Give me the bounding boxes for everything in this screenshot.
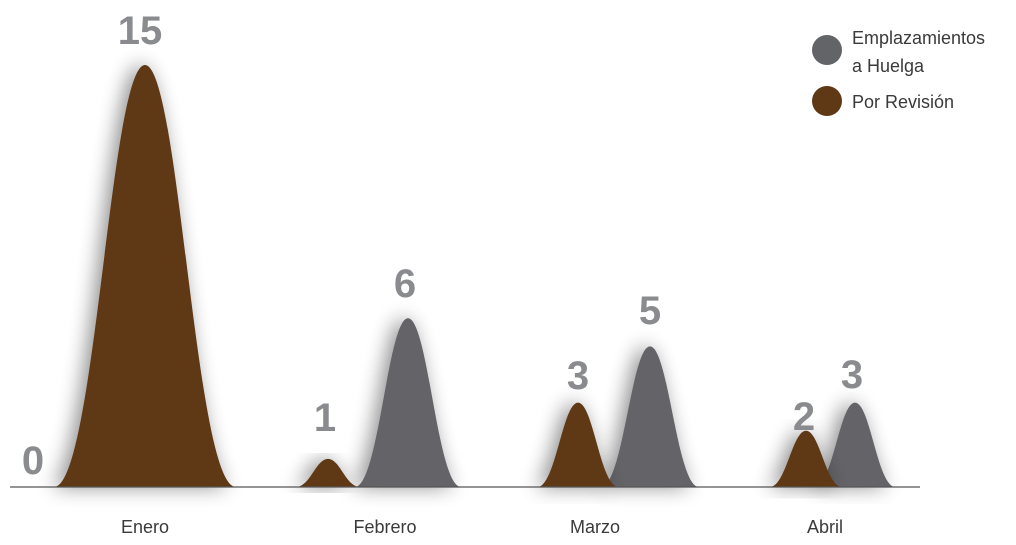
legend-swatch — [812, 35, 842, 65]
legend-label: a Huelga — [852, 56, 925, 76]
peak-emplazamientos-marzo — [601, 346, 699, 487]
data-label-emplazamientos-enero: 0 — [22, 439, 44, 483]
data-label-revision-febrero: 1 — [314, 396, 336, 440]
data-label-revision-enero: 15 — [118, 9, 163, 53]
legend-label: Por Revisión — [852, 92, 954, 112]
legend-item-emplazamientos: Emplazamientos a Huelga — [812, 28, 985, 76]
data-label-emplazamientos-abril: 3 — [841, 353, 863, 397]
peak-revision-marzo — [537, 402, 619, 487]
peak-revision-febrero — [295, 458, 361, 487]
legend: Emplazamientos a Huelga Por Revisión — [812, 28, 985, 116]
data-label-revision-marzo: 3 — [567, 354, 589, 398]
category-label-enero: Enero — [121, 517, 169, 537]
data-label-revision-abril: 2 — [793, 395, 815, 439]
legend-item-revision: Por Revisión — [812, 86, 954, 116]
data-label-emplazamientos-febrero: 6 — [394, 262, 416, 306]
peak-revision-abril — [769, 430, 843, 487]
peak-emplazamientos-febrero — [354, 318, 462, 487]
legend-label: Emplazamientos — [852, 28, 985, 48]
category-label-febrero: Febrero — [353, 517, 416, 537]
peak-emplazamientos-abril — [814, 402, 896, 487]
category-label-abril: Abril — [807, 517, 843, 537]
category-label-marzo: Marzo — [570, 517, 620, 537]
legend-swatch — [812, 86, 842, 116]
peak-revision-enero — [54, 65, 236, 487]
peaks-layer — [54, 65, 896, 487]
data-label-emplazamientos-marzo: 5 — [639, 289, 661, 333]
